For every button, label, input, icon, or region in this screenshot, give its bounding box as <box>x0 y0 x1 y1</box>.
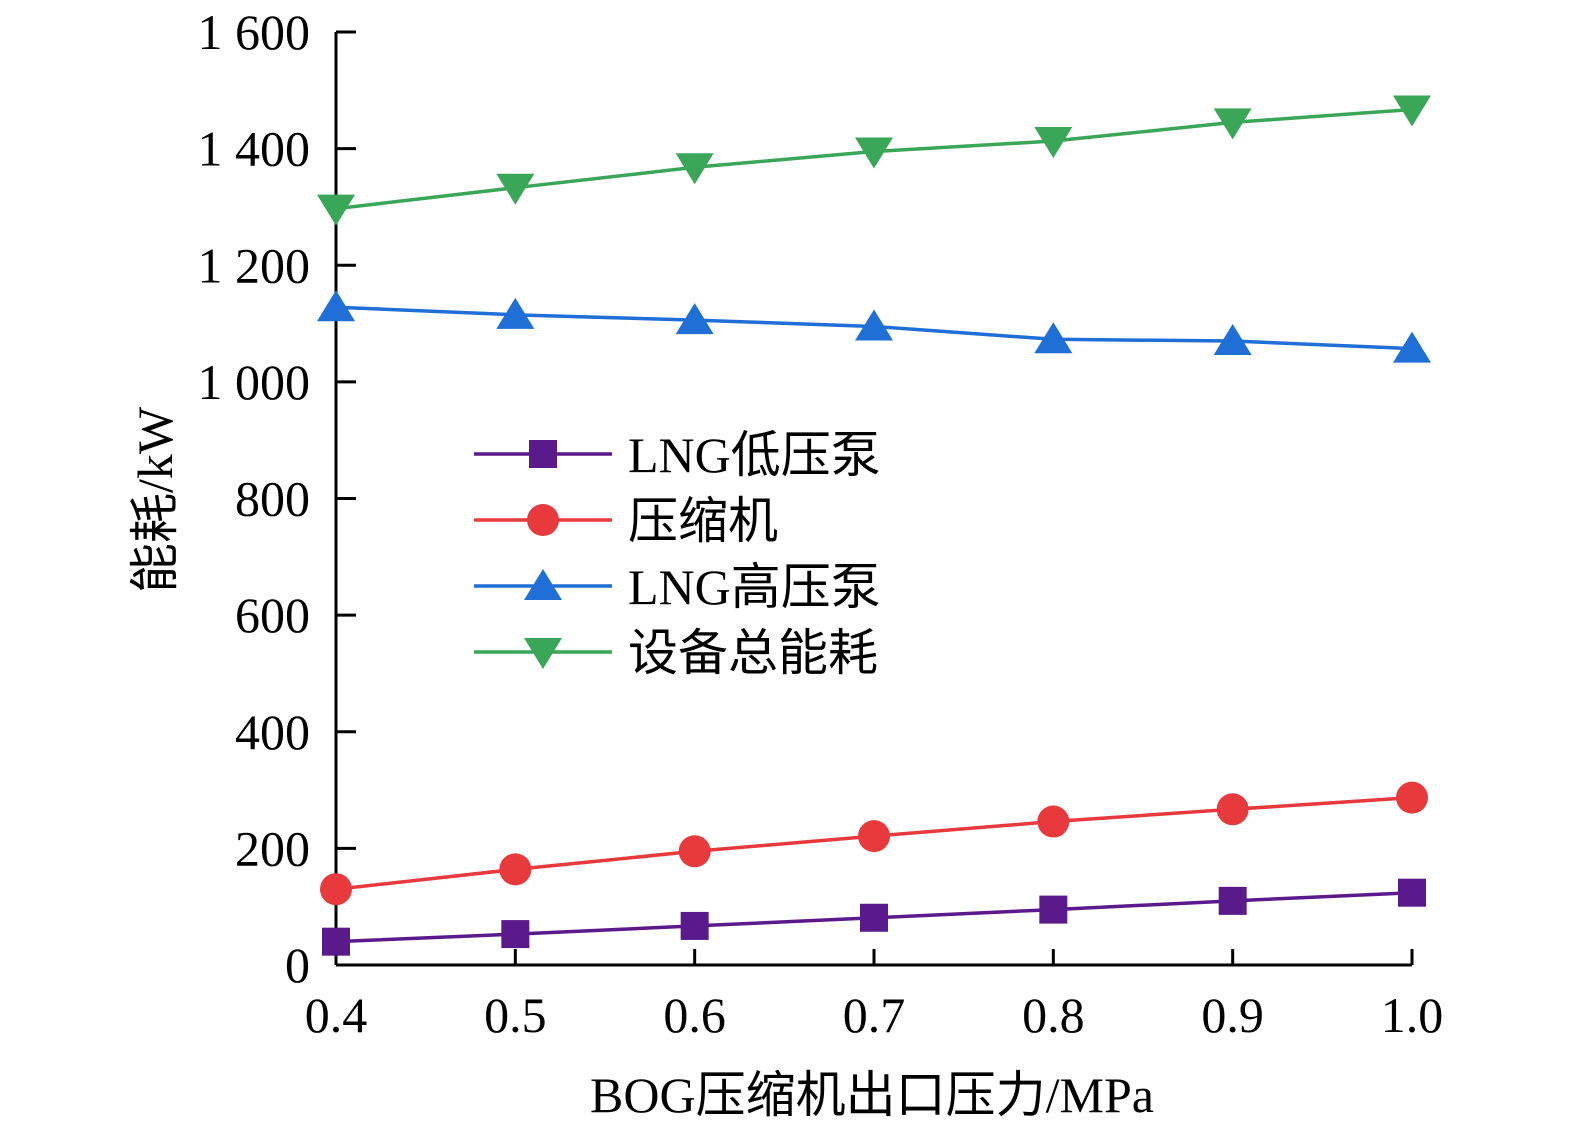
legend-item: LNG高压泵 <box>474 559 881 615</box>
data-point <box>1034 127 1073 159</box>
data-point <box>680 911 709 940</box>
data-point <box>855 309 893 341</box>
data-point <box>858 820 890 853</box>
data-point <box>317 194 355 226</box>
y-tick-label: 1 200 <box>198 237 311 293</box>
data-point <box>1039 895 1068 924</box>
x-tick-label: 0.4 <box>305 987 368 1043</box>
data-point <box>499 853 532 886</box>
data-point <box>1216 793 1249 826</box>
data-point <box>501 920 530 949</box>
data-point <box>678 835 711 868</box>
y-tick-label: 0 <box>285 937 310 993</box>
series-0 <box>322 878 1426 956</box>
y-tick-label: 1 000 <box>198 354 311 410</box>
x-tick-label: 0.8 <box>1022 987 1085 1043</box>
y-tick-label: 600 <box>235 587 310 643</box>
legend-label: LNG高压泵 <box>628 559 881 615</box>
legend-marker <box>529 440 557 468</box>
data-point <box>1037 805 1070 838</box>
legend-label: 压缩机 <box>628 493 778 549</box>
y-tick-label: 1 600 <box>198 4 311 60</box>
data-point <box>496 297 535 329</box>
legend-item: LNG低压泵 <box>474 427 881 483</box>
x-axis-ticks: 0.4 0.5 0.6 0.7 0.8 0.9 1.0 <box>305 949 1444 1043</box>
series-1 <box>320 781 1428 906</box>
series-group <box>317 95 1431 956</box>
legend-label: 设备总能耗 <box>628 625 878 681</box>
data-point <box>675 303 714 335</box>
data-point <box>320 873 352 906</box>
legend-marker <box>527 504 559 536</box>
data-point <box>1396 781 1428 814</box>
series-2 <box>317 290 1431 363</box>
legend-marker <box>524 569 562 600</box>
y-tick-label: 200 <box>235 820 310 876</box>
series-3 <box>317 95 1431 226</box>
legend-marker <box>524 638 562 669</box>
data-point <box>1034 322 1073 354</box>
data-point <box>1213 108 1252 140</box>
x-tick-label: 0.6 <box>663 987 726 1043</box>
data-point <box>860 903 888 932</box>
x-tick-label: 0.5 <box>484 987 547 1043</box>
data-point <box>317 290 355 322</box>
data-point <box>1398 878 1426 907</box>
data-point <box>322 927 350 956</box>
data-point <box>496 173 535 205</box>
data-point <box>675 153 714 185</box>
data-point <box>855 137 893 169</box>
data-point <box>1213 324 1252 356</box>
legend-item: 压缩机 <box>474 493 778 549</box>
legend-item: 设备总能耗 <box>474 625 878 681</box>
legend-label: LNG低压泵 <box>628 427 881 483</box>
y-axis-ticks: 0 200 400 600 800 1 000 1 200 1 400 1 600 <box>198 4 356 993</box>
x-tick-label: 1.0 <box>1381 987 1444 1043</box>
plot-area: 0 200 400 600 800 1 000 1 200 1 400 1 600 0.4 0.5… <box>198 4 1444 1043</box>
y-tick-label: 1 400 <box>198 121 311 177</box>
x-axis-title: BOG压缩机出口压力/MPa <box>590 1067 1154 1123</box>
data-point <box>1218 886 1247 915</box>
x-tick-label: 0.7 <box>843 987 906 1043</box>
y-axis-title: 能耗/kW <box>127 406 183 593</box>
y-tick-label: 400 <box>235 704 310 760</box>
data-point <box>1393 331 1431 363</box>
y-tick-label: 800 <box>235 471 310 527</box>
x-tick-label: 0.9 <box>1201 987 1264 1043</box>
data-point <box>1393 95 1431 127</box>
